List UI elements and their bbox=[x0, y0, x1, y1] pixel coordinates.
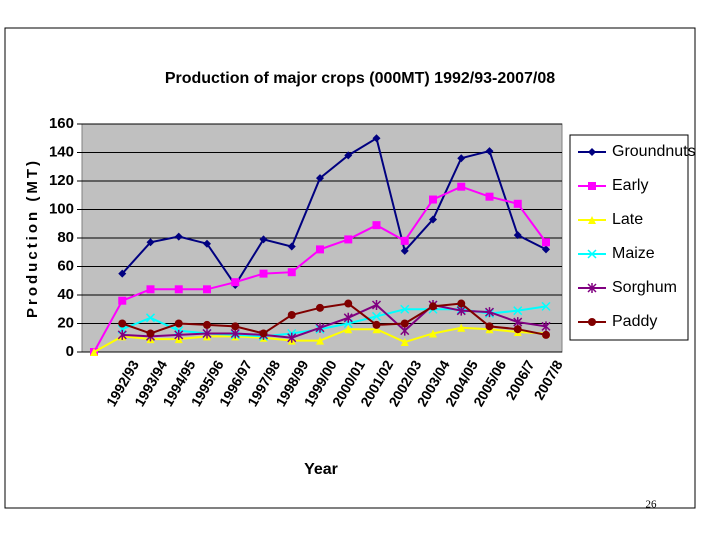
data-point bbox=[316, 174, 324, 183]
data-point bbox=[541, 301, 551, 311]
data-point bbox=[316, 303, 324, 312]
data-point bbox=[146, 329, 155, 338]
data-point bbox=[485, 322, 494, 331]
series-line bbox=[121, 302, 547, 336]
data-point bbox=[259, 235, 268, 244]
data-point bbox=[372, 325, 381, 334]
data-point bbox=[457, 299, 466, 308]
data-point bbox=[484, 307, 495, 318]
data-point bbox=[485, 192, 494, 201]
data-point bbox=[457, 154, 466, 163]
data-point bbox=[485, 147, 494, 156]
data-point bbox=[90, 348, 98, 356]
data-point bbox=[344, 235, 353, 244]
x-axis-title: Year bbox=[304, 461, 338, 478]
data-point bbox=[542, 238, 550, 247]
chart-title: Production of major crops (000MT) 1992/9… bbox=[165, 70, 555, 87]
data-point bbox=[429, 215, 437, 224]
data-point bbox=[146, 285, 155, 294]
data-point bbox=[344, 151, 353, 160]
y-tick-label: 120 bbox=[49, 172, 74, 189]
data-point bbox=[400, 246, 409, 255]
data-point bbox=[457, 323, 466, 332]
data-point bbox=[316, 336, 324, 345]
data-point bbox=[287, 310, 296, 319]
data-point bbox=[542, 330, 550, 339]
data-point bbox=[542, 245, 550, 254]
legend-box bbox=[569, 134, 689, 341]
y-tick-label: 0 bbox=[66, 343, 74, 360]
data-point bbox=[400, 338, 409, 347]
data-point bbox=[371, 299, 382, 310]
data-point bbox=[202, 328, 212, 339]
data-point bbox=[513, 231, 522, 240]
data-point bbox=[372, 221, 381, 230]
legend-label: Maize bbox=[612, 245, 655, 262]
data-point bbox=[400, 304, 410, 314]
data-point bbox=[203, 285, 211, 294]
data-point bbox=[174, 232, 183, 241]
data-point bbox=[429, 195, 437, 204]
y-tick-label: 160 bbox=[49, 115, 74, 132]
y-tick-label: 20 bbox=[57, 314, 74, 331]
data-point bbox=[287, 268, 296, 277]
series-line bbox=[121, 136, 547, 287]
data-point bbox=[174, 285, 183, 294]
data-point bbox=[316, 245, 324, 254]
data-point bbox=[429, 302, 437, 311]
data-point bbox=[372, 134, 381, 143]
data-point bbox=[371, 311, 382, 321]
data-point bbox=[513, 325, 522, 334]
data-point bbox=[174, 329, 184, 340]
legend-marker bbox=[588, 148, 596, 156]
data-point bbox=[118, 269, 127, 278]
legend-marker bbox=[588, 216, 596, 224]
y-tick-label: 40 bbox=[57, 286, 74, 303]
data-point bbox=[541, 321, 551, 332]
data-point bbox=[315, 322, 325, 333]
data-point bbox=[343, 312, 353, 323]
data-point bbox=[118, 319, 127, 328]
data-point bbox=[203, 239, 211, 248]
data-point bbox=[174, 319, 183, 328]
data-point bbox=[400, 319, 409, 328]
data-point bbox=[287, 242, 296, 251]
y-tick-label: 100 bbox=[49, 200, 74, 217]
data-point bbox=[287, 332, 297, 343]
data-point bbox=[231, 322, 240, 331]
series-line bbox=[122, 303, 547, 339]
data-point bbox=[400, 236, 409, 245]
legend-marker bbox=[588, 182, 596, 190]
legend-label: Groundnuts bbox=[612, 143, 696, 160]
legend-marker bbox=[587, 249, 597, 259]
data-point bbox=[457, 182, 466, 191]
y-tick-label: 60 bbox=[57, 257, 74, 274]
data-point bbox=[429, 329, 437, 338]
legend-label: Paddy bbox=[612, 313, 657, 330]
slide-number: 26 bbox=[646, 499, 658, 511]
data-point bbox=[117, 329, 127, 340]
y-tick-label: 80 bbox=[57, 229, 74, 246]
legend-label: Early bbox=[612, 177, 648, 194]
data-point bbox=[344, 325, 353, 334]
data-point bbox=[145, 313, 156, 323]
legend-marker bbox=[587, 283, 597, 293]
data-point bbox=[259, 329, 268, 338]
y-axis-title: Production (MT) bbox=[24, 158, 41, 318]
data-point bbox=[513, 199, 522, 208]
legend-marker bbox=[588, 318, 596, 326]
data-point bbox=[259, 269, 268, 278]
data-point bbox=[146, 238, 155, 247]
data-point bbox=[372, 320, 381, 329]
data-point bbox=[203, 320, 211, 329]
y-tick-label: 140 bbox=[49, 143, 74, 160]
data-point bbox=[513, 306, 523, 316]
legend-label: Late bbox=[612, 211, 643, 228]
data-point bbox=[344, 299, 353, 308]
data-point bbox=[231, 278, 240, 287]
data-point bbox=[118, 296, 127, 305]
legend-label: Sorghum bbox=[612, 279, 677, 296]
